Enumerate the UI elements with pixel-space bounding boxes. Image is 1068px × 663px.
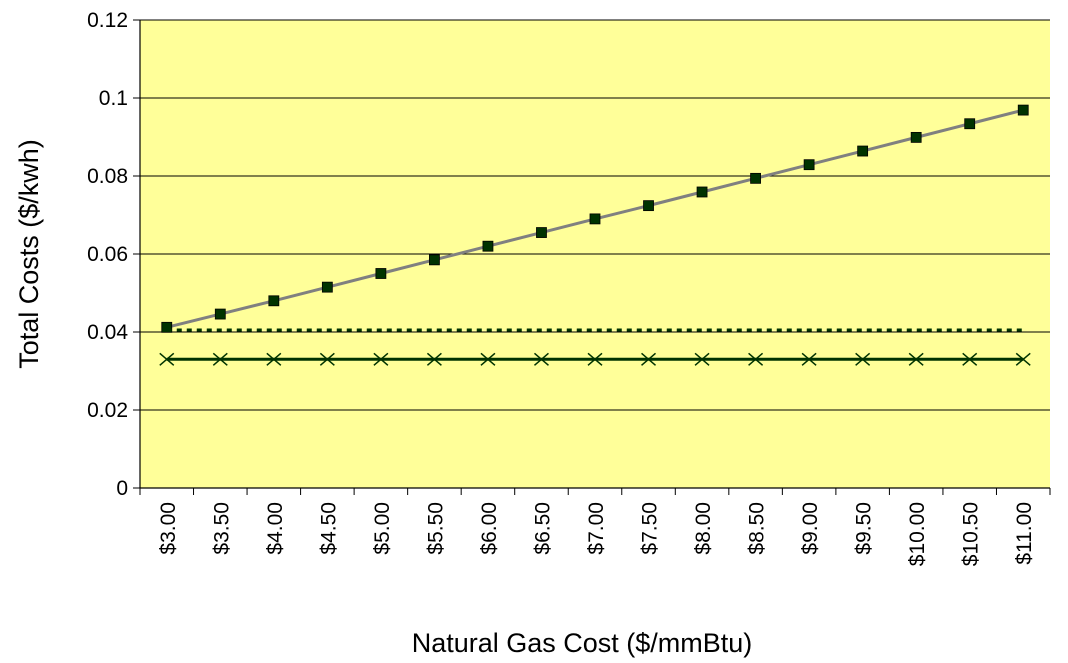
data-point-marker (268, 295, 280, 307)
data-point-marker (750, 172, 761, 184)
x-tick-label: $6.50 (531, 502, 554, 555)
data-point-marker (480, 352, 496, 366)
data-point-marker (373, 352, 389, 366)
x-tick-label: $5.00 (371, 502, 394, 555)
x-tick-label: $6.00 (478, 502, 501, 555)
data-point-marker (589, 213, 601, 225)
data-point-marker (212, 352, 228, 366)
x-marker-stroke (266, 352, 282, 366)
data-point-marker (266, 352, 282, 366)
data-point-marker (803, 159, 815, 171)
x-marker-stroke (855, 352, 871, 366)
x-marker-stroke (480, 352, 496, 366)
data-point-marker (375, 268, 387, 279)
x-marker-stroke (1015, 352, 1031, 366)
x-marker-stroke (212, 352, 228, 366)
x-marker-stroke (908, 352, 924, 366)
series (159, 104, 1031, 366)
x-tick-label: $4.00 (264, 502, 287, 555)
y-tick-label: 0.06 (87, 243, 128, 266)
data-point-marker (857, 145, 869, 157)
data-point-marker (694, 352, 710, 366)
data-point-marker (1017, 104, 1029, 116)
series-1 (161, 104, 1029, 333)
y-tick-label: 0.12 (87, 9, 128, 32)
data-point-marker (962, 352, 978, 366)
x-marker-stroke (426, 352, 442, 366)
y-axis-title: Total Costs ($/kwh) (14, 139, 44, 369)
x-marker-stroke (641, 352, 657, 366)
x-marker-stroke (159, 352, 175, 366)
x-tick-label: $9.00 (799, 502, 822, 555)
series-3 (159, 352, 1031, 366)
data-point-marker (1015, 352, 1031, 366)
data-point-marker (964, 118, 976, 130)
x-tick-label: $11.00 (1013, 502, 1036, 565)
x-marker-stroke (587, 352, 603, 366)
data-point-marker (214, 308, 226, 320)
y-tick-label: 0.04 (87, 321, 128, 344)
x-tick-label: $7.50 (639, 502, 662, 555)
gridlines (140, 19, 1050, 411)
data-point-marker (643, 200, 654, 212)
x-marker-stroke (694, 352, 710, 366)
data-point-marker (482, 240, 494, 252)
data-point-marker (696, 186, 708, 198)
x-marker-stroke (319, 352, 335, 366)
data-point-marker (426, 352, 442, 366)
data-point-marker (748, 352, 764, 366)
y-tick-label: 0.08 (87, 165, 128, 188)
x-tick-label: $4.50 (317, 502, 340, 555)
y-tick-label: 0.1 (99, 87, 128, 110)
data-point-marker (533, 352, 549, 366)
data-point-marker (321, 281, 333, 293)
x-tick-label: $8.50 (746, 502, 769, 555)
x-marker-stroke (373, 352, 389, 366)
y-tick-label: 0 (116, 477, 128, 500)
x-tick-label: $9.50 (853, 502, 876, 555)
x-axis-title: Natural Gas Cost ($/mmBtu) (412, 628, 753, 658)
x-tick-label: $8.00 (692, 502, 715, 555)
data-point-marker (801, 352, 817, 366)
y-axis-ticks: 0 0.02 0.04 0.06 0.08 0.1 0.12 (87, 9, 140, 500)
data-point-marker (159, 352, 175, 366)
x-marker-stroke (962, 352, 978, 366)
x-marker-stroke (533, 352, 549, 366)
x-marker-stroke (748, 352, 764, 366)
data-point-marker (855, 352, 871, 366)
x-axis-ticks: $3.00 $3.50 $4.00 $4.50 $5.00 $5.50 $6.00 $6.50… (139, 488, 1051, 566)
x-tick-label: $10.50 (960, 502, 983, 566)
data-point-marker (161, 321, 173, 333)
data-point-marker (319, 352, 335, 366)
data-point-marker (641, 352, 657, 366)
data-point-marker (908, 352, 924, 366)
x-tick-label: $3.50 (210, 502, 233, 555)
x-tick-label: $7.00 (585, 502, 608, 555)
y-tick-label: 0.02 (87, 399, 128, 422)
data-point-marker (910, 131, 922, 143)
x-tick-label: $10.00 (906, 502, 929, 566)
x-tick-label: $5.50 (424, 502, 447, 555)
data-point-marker (587, 352, 603, 366)
x-tick-label: $3.00 (157, 502, 180, 555)
x-marker-stroke (801, 352, 817, 366)
data-point-marker (429, 254, 440, 266)
data-point-marker (536, 227, 547, 238)
